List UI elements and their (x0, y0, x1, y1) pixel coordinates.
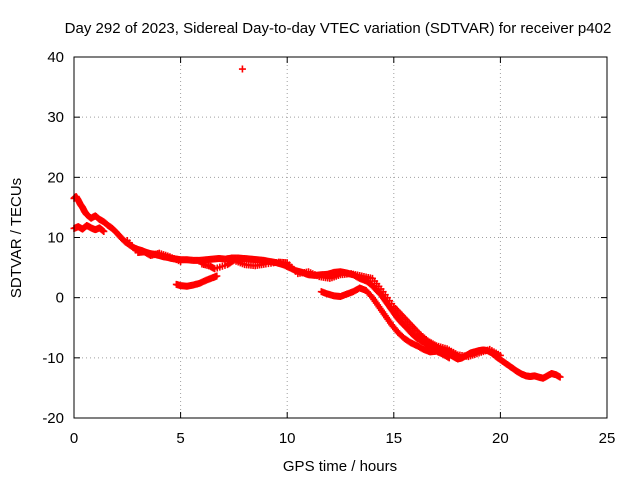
series-upper-branch (70, 221, 504, 361)
data-point (496, 351, 504, 359)
x-tick-label: 10 (279, 430, 296, 447)
data-point (238, 65, 246, 73)
y-tick-label: -20 (42, 410, 64, 427)
y-tick-label: 30 (47, 109, 64, 126)
y-tick-label: 20 (47, 169, 64, 186)
x-tick-label: 15 (385, 430, 402, 447)
y-tick-label: -10 (42, 350, 64, 367)
series-lower-branch (317, 284, 453, 362)
x-tick-labels: 0 5 10 15 20 25 (70, 430, 616, 447)
data-point (100, 227, 108, 235)
y-tick-label: 0 (56, 290, 64, 307)
data-point (213, 272, 221, 280)
y-tick-label: 10 (47, 230, 64, 247)
series-outlier (238, 65, 246, 73)
data-points (70, 65, 564, 382)
y-axis-label: SDTVAR / TECUs (8, 178, 25, 298)
plot-frame (73, 56, 608, 419)
x-tick-label: 20 (492, 430, 509, 447)
y-tick-labels: -20 -10 0 10 20 30 40 (42, 49, 64, 427)
axis-ticks (73, 56, 608, 419)
series-main-track (70, 193, 564, 382)
chart-title: Day 292 of 2023, Sidereal Day-to-day VTE… (65, 20, 612, 37)
x-tick-label: 0 (70, 430, 78, 447)
x-axis-label: GPS time / hours (283, 458, 397, 475)
series-short-segment (172, 272, 221, 290)
grid-lines (74, 57, 607, 418)
data-point (556, 373, 564, 381)
x-tick-label: 25 (599, 430, 616, 447)
y-tick-label: 40 (47, 49, 64, 66)
data-point (177, 258, 185, 266)
x-tick-label: 5 (176, 430, 184, 447)
data-point (445, 354, 453, 362)
